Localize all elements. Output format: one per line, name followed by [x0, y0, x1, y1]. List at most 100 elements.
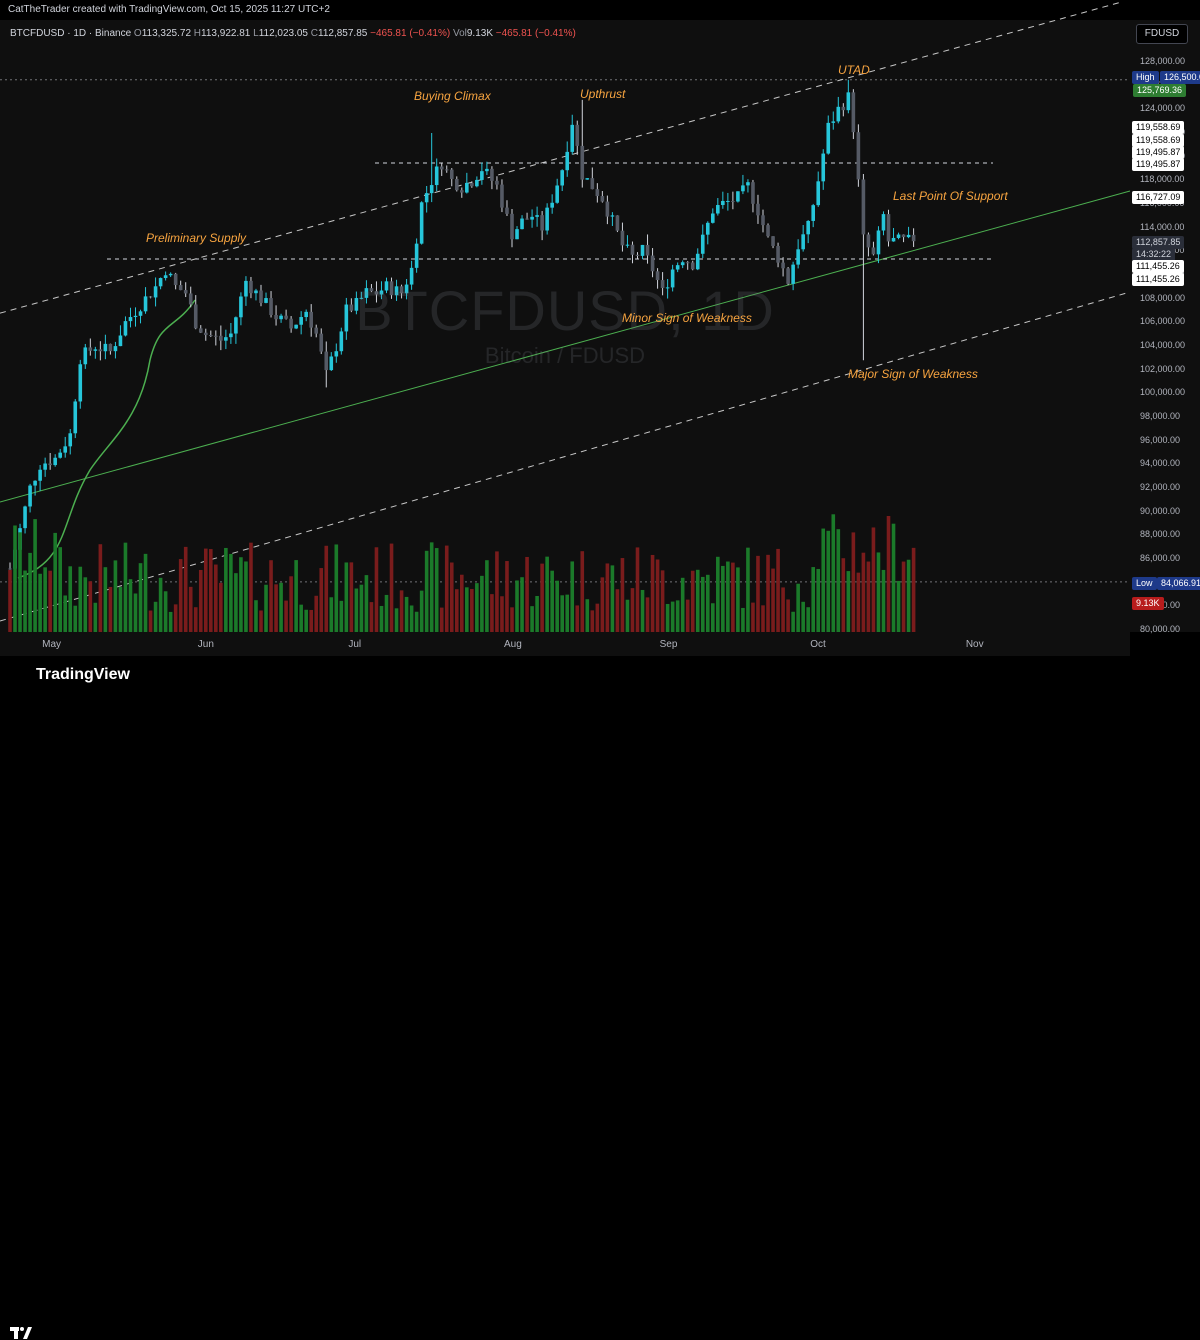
volume-bar [570, 561, 575, 632]
candle-body [670, 269, 675, 288]
candle-body [816, 181, 821, 206]
volume-bar [766, 554, 770, 632]
candle-body [545, 207, 549, 231]
candle-body [595, 189, 600, 197]
annotation-minor-sign-of-weakness: Minor Sign of Weakness [622, 311, 752, 325]
trend-line [0, 190, 1131, 503]
price-tick-label: 90,000.00 [1140, 505, 1181, 516]
candle-body [560, 170, 564, 186]
price-tick-label: 80,000.00 [1140, 624, 1181, 634]
candle-body [23, 506, 27, 529]
candle-body [871, 247, 876, 255]
volume-bar [726, 561, 730, 632]
countdown-tag: 14:32:22 [1132, 248, 1176, 261]
candle-body [103, 343, 108, 352]
volume-bar [309, 609, 313, 632]
candle-body [8, 568, 12, 570]
candle-body [565, 151, 570, 171]
volume-bar [470, 588, 474, 632]
volume-bar [28, 552, 32, 632]
candle-body [460, 190, 464, 193]
candle-body [454, 178, 459, 191]
annotation-upthrust: Upthrust [580, 87, 626, 101]
candle-body [53, 457, 57, 466]
candle-body [158, 278, 163, 287]
candle-body [264, 298, 268, 303]
tradingview-logo-icon [10, 1327, 32, 1339]
volume-bar [409, 605, 414, 632]
volume-bar [214, 564, 218, 632]
volume-bar [716, 556, 720, 632]
candle-body [414, 243, 419, 268]
candle-body [726, 200, 730, 202]
volume-bar [68, 566, 73, 632]
candle-body [98, 349, 103, 352]
candle-body [203, 332, 208, 336]
chart-pane[interactable] [0, 20, 1130, 632]
volume-bar [259, 610, 263, 632]
volume-bar [334, 544, 339, 632]
candle-body [138, 311, 143, 316]
candle-body [530, 216, 534, 220]
candle-body [193, 304, 198, 329]
candle-body [409, 267, 414, 285]
candle-body [555, 185, 559, 203]
month-tick-label: Jun [197, 639, 214, 650]
volume-bar [826, 530, 831, 632]
candle-body [88, 347, 93, 351]
candle-body [73, 401, 78, 434]
volume-bar [495, 551, 499, 632]
volume-bar [550, 570, 554, 632]
candle-body [148, 296, 153, 298]
legend-high: 113,922.81 [201, 28, 251, 39]
volume-bar [299, 604, 303, 632]
price-tick-label: 102,000.00 [1140, 363, 1186, 374]
candle-body [540, 215, 544, 231]
annotation-major-sign-of-weakness: Major Sign of Weakness [848, 367, 978, 381]
candle-body [876, 230, 881, 255]
candle-body [434, 166, 439, 186]
candle-body [48, 463, 52, 466]
price-tag-111455-b: 111,455.26 [1132, 273, 1184, 286]
volume-bar [886, 515, 891, 632]
candle-body [38, 469, 42, 481]
volume-bar [168, 611, 173, 632]
volume-bar [23, 570, 27, 632]
candle-body [615, 215, 620, 231]
candle-body [28, 485, 32, 507]
volume-bar [269, 560, 273, 632]
price-tick-label: 124,000.00 [1140, 103, 1186, 114]
ohlc-legend: BTCFDUSD · 1D · Binance O113,325.72 H113… [10, 28, 576, 39]
symbol-button[interactable]: FDUSD [1136, 24, 1188, 44]
volume-bar [525, 556, 529, 632]
low-label-tag: Low [1132, 577, 1157, 590]
candle-body [911, 234, 916, 242]
volume-bar [645, 597, 650, 632]
volume-bar [901, 561, 906, 632]
candle-body [339, 331, 344, 352]
volume-bar [43, 567, 47, 632]
candle-body [33, 480, 37, 486]
candle-body [500, 184, 504, 208]
candle-body [711, 213, 715, 223]
candle-body [209, 335, 213, 337]
volume-bar [475, 583, 479, 632]
price-tag-119558-a: 119,558.69 [1132, 121, 1185, 134]
price-tag-119495-a: 119,495.87 [1132, 146, 1185, 159]
candle-body [309, 311, 313, 328]
candle-body [525, 218, 529, 220]
price-tag-116727: 116,727.09 [1132, 191, 1185, 204]
volume-bar [906, 559, 911, 632]
volume-bar [98, 544, 103, 632]
candle-body [841, 106, 846, 111]
volume-bar [590, 610, 595, 632]
candle-body [675, 265, 680, 270]
volume-bar [18, 532, 22, 632]
volume-bar [876, 552, 881, 632]
annotation-last-point-of-support: Last Point Of Support [893, 189, 1008, 203]
candle-body [635, 254, 640, 256]
price-tick-label: 114,000.00 [1140, 221, 1185, 232]
volume-bar [63, 595, 68, 632]
candle-body [655, 271, 660, 281]
time-axis[interactable] [0, 632, 1130, 656]
